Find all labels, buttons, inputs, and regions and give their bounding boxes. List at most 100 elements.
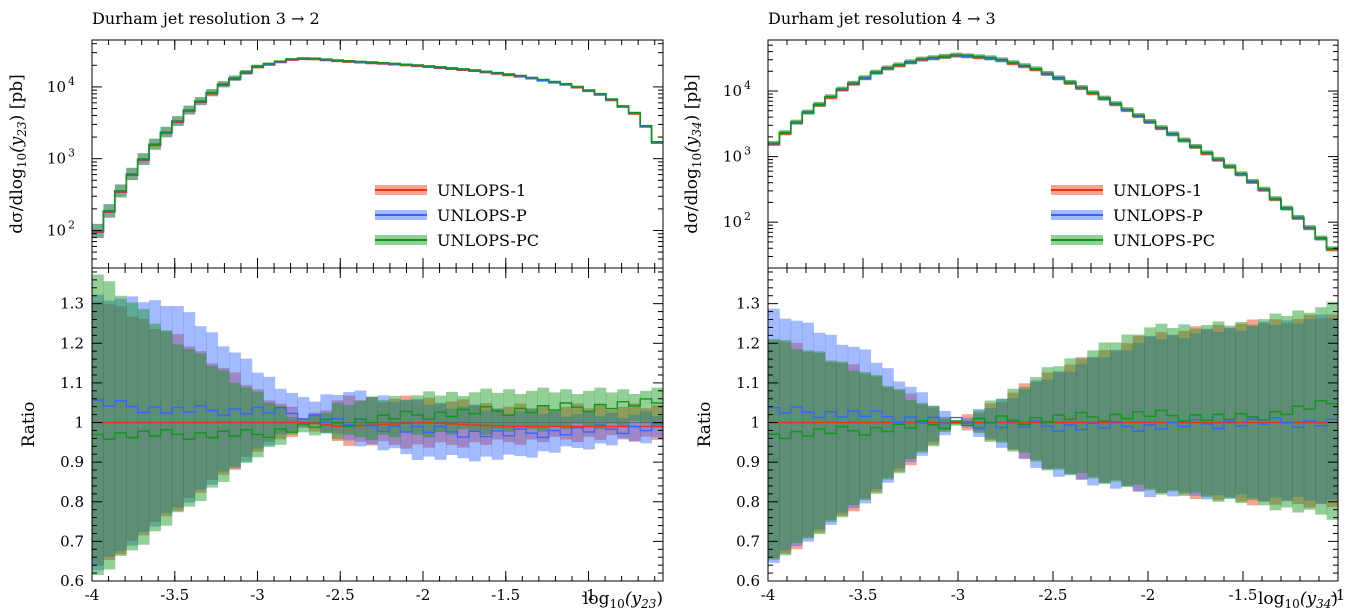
main-histograms (92, 57, 664, 239)
ratio-band-bin (114, 298, 127, 552)
y-tick-label-ratio: 0.8 (736, 493, 760, 511)
y-tick-label-main: 10 (723, 213, 742, 231)
ratio-band-bin (882, 368, 894, 483)
y-axis-title-part: dσ/dlog (682, 168, 702, 234)
ratio-band-bin (377, 401, 390, 442)
ratio-band-bin (1178, 330, 1191, 495)
ratio-line-UNLOPS-1 (92, 421, 663, 428)
ratio-band-bin (825, 360, 837, 522)
ratio-band-bin (813, 332, 826, 530)
y-tick-label-ratio: 0.6 (736, 572, 760, 590)
ratio-line-UNLOPS-P (768, 406, 1338, 432)
ratio-band-bin (1132, 342, 1145, 492)
x-axis-title-part: ) (1331, 589, 1338, 609)
ratio-band-bin (411, 398, 424, 461)
ratio-band-bin (1281, 315, 1293, 508)
ratio-band-bin (320, 412, 333, 434)
ratio-band-bin (286, 417, 298, 435)
y-tick-label-ratio: 1 (750, 414, 760, 432)
x-axis-title-part: 34 (1316, 597, 1331, 609)
ratio-band-bin (939, 416, 951, 433)
ratio-band-bin (802, 322, 814, 542)
ratio-band-bin (768, 339, 780, 560)
ratio-band-bin (904, 399, 917, 459)
ratio-band-bin (583, 390, 595, 427)
ratio-band-bin (308, 401, 321, 425)
y-axis-title-part: ) [pb] (7, 74, 27, 121)
x-tick-label: -1 (581, 586, 596, 604)
y-tick-label-exp: 3 (68, 147, 75, 160)
legend-label: UNLOPS-PC (1113, 231, 1215, 250)
ratio-band-bin (114, 306, 127, 555)
ratio-band-bin (1167, 327, 1179, 492)
ratio-band-bin (1292, 323, 1305, 497)
ratio-line-UNLOPS-PC (768, 400, 1338, 440)
ratio-band-bin (870, 376, 883, 493)
x-axis-title-part: 23 (640, 597, 657, 609)
x-axis-title-part: log (583, 589, 610, 609)
y-axis-title-part: (y (682, 136, 702, 153)
ratio-band-bin (354, 400, 367, 442)
ratio-band-bin (217, 346, 230, 472)
ratio-band-bin (779, 340, 792, 556)
chart-title: Durham jet resolution 4 → 3 (768, 9, 996, 28)
ratio-band-bin (514, 393, 527, 427)
ratio-frame (91, 267, 664, 582)
ratio-band-bin (1098, 342, 1111, 484)
ratio-band-bin (1178, 337, 1191, 493)
ratio-band-bin (240, 358, 253, 462)
ratio-band-bin (984, 400, 997, 442)
ratio-band-bin (503, 413, 515, 455)
ratio-band-bin (904, 386, 917, 463)
ratio-band-bin (1224, 328, 1236, 497)
ratio-band-bin (870, 375, 883, 494)
ratio-axis-title: Ratio (695, 402, 715, 448)
ratio-band-bin (1064, 358, 1077, 476)
ratio-band-bin (1110, 349, 1122, 489)
ratio-band-bin (320, 394, 333, 434)
ratio-band-bin (560, 389, 573, 430)
ratio-band-bin (1303, 312, 1316, 510)
ratio-band-bin (103, 300, 116, 557)
ratio-band-bin (286, 392, 298, 432)
ratio-band-bin (813, 351, 826, 535)
ratio-band-bin (468, 392, 481, 432)
ratio-band-bin (1303, 319, 1316, 501)
ratio-band-bin (1212, 324, 1225, 501)
ratio-band-bin (1098, 357, 1111, 484)
x-tick-label: -1.5 (1229, 586, 1258, 604)
ratio-band-bin (137, 302, 150, 533)
x-tick-label: -1.5 (491, 586, 520, 604)
y-tick-label-main: 10 (723, 82, 742, 100)
ratio-band-bin (457, 396, 470, 430)
ratio-band-bin (274, 406, 287, 445)
ratio-band-bin (594, 387, 607, 430)
ratio-band-bin (560, 416, 573, 447)
ratio-band-bin (160, 330, 173, 526)
ratio-band-bin (423, 404, 435, 457)
ratio-band-bin (882, 385, 894, 480)
ratio-band-bin (1258, 323, 1270, 502)
ratio-band-bin (183, 348, 196, 507)
ratio-band-bin (1110, 342, 1122, 482)
ratio-band-bin (1235, 321, 1248, 504)
ratio-band-bin (491, 409, 504, 440)
ratio-band-bin (1326, 317, 1339, 500)
y-axis-title-part: 34 (690, 121, 704, 136)
ratio-band-bin (927, 407, 940, 445)
ratio-band-bin (1201, 328, 1213, 500)
ratio-band-bin (1189, 328, 1202, 493)
ratio-band-bin (548, 409, 561, 437)
x-axis-title: log10(y23) (583, 589, 663, 609)
ratio-band-bin (537, 414, 550, 452)
ratio-band-bin (571, 414, 584, 448)
ratio-band-bin (859, 372, 871, 501)
ratio-band-bin (468, 405, 481, 443)
ratio-band-bin (251, 389, 264, 452)
ratio-axis-title: Ratio (19, 402, 39, 448)
y-axis-title-part: (y (7, 136, 27, 153)
main-line-UNLOPS-1 (92, 58, 663, 233)
ratio-band-bin (790, 349, 803, 543)
ratio-band-bin (388, 401, 401, 449)
x-tick-label: -4 (761, 586, 776, 604)
